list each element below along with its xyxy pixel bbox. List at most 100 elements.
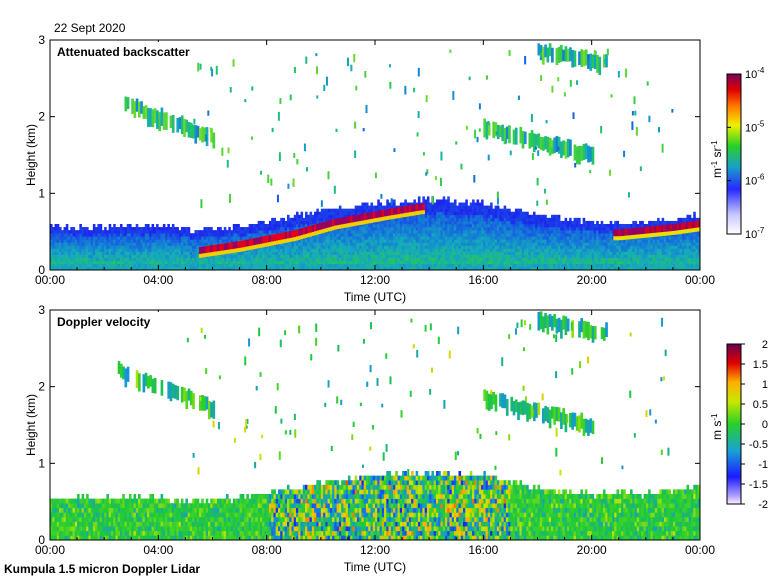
backscatter-cell — [280, 224, 283, 228]
backscatter-cell — [300, 220, 304, 225]
backscatter-cell — [390, 236, 394, 240]
backscatter-cell — [316, 233, 319, 237]
backscatter-cell — [616, 263, 620, 268]
backscatter-cell — [156, 248, 159, 252]
backscatter-cell — [142, 263, 146, 268]
backscatter-cell — [602, 257, 606, 262]
backscatter-cell — [99, 248, 103, 252]
backscatter-cell — [273, 260, 276, 265]
backscatter-cell — [456, 251, 459, 255]
backscatter-cell — [160, 242, 164, 246]
backscatter-cell — [661, 263, 665, 268]
backscatter-cell — [424, 236, 428, 240]
backscatter-cell — [162, 251, 166, 255]
backscatter-cell — [447, 236, 450, 240]
backscatter-cell — [573, 220, 577, 225]
backscatter-cell — [117, 227, 121, 231]
backscatter-cell — [526, 236, 529, 240]
backscatter-cell — [379, 266, 383, 270]
backscatter-cell — [336, 230, 340, 234]
backscatter-cell — [566, 254, 570, 259]
backscatter-cell — [553, 254, 556, 259]
backscatter-cell — [600, 263, 604, 268]
backscatter-cell — [697, 254, 700, 259]
backscatter-cell — [643, 236, 647, 240]
backscatter-cell — [650, 220, 653, 225]
backscatter-cell — [390, 248, 394, 252]
backscatter-cell — [607, 251, 611, 255]
backscatter-cell — [320, 248, 324, 252]
backscatter-cell — [440, 266, 444, 270]
backscatter-cell — [510, 242, 513, 246]
backscatter-cell — [476, 266, 480, 270]
backscatter-cell — [273, 217, 276, 222]
backscatter-cell — [672, 245, 676, 249]
backscatter-cell — [296, 257, 299, 262]
backscatter-cell — [210, 254, 213, 259]
backscatter-cell — [52, 227, 55, 231]
backscatter-cell — [99, 263, 103, 268]
backscatter-cell — [670, 254, 674, 259]
backscatter-cell — [153, 257, 157, 262]
backscatter-cell — [523, 266, 527, 270]
backscatter-cell — [639, 266, 642, 270]
backscatter-cell — [600, 230, 604, 234]
backscatter-cell — [602, 224, 606, 228]
backscatter-cell — [354, 251, 358, 255]
backscatter-cell — [406, 220, 410, 225]
backscatter-cell — [370, 251, 374, 255]
backscatter-cell — [185, 230, 188, 234]
backscatter-cell — [657, 242, 660, 246]
backscatter-cell — [460, 251, 464, 255]
backscatter-cell — [433, 242, 437, 246]
backscatter-cell — [341, 260, 344, 265]
backscatter-cell — [280, 254, 283, 259]
backscatter-cell — [325, 257, 328, 262]
backscatter-cell — [417, 263, 421, 268]
backscatter-cell — [244, 260, 247, 265]
backscatter-cell — [449, 205, 453, 209]
backscatter-cell — [415, 220, 419, 225]
backscatter-cell — [325, 248, 328, 252]
backscatter-cell — [370, 254, 374, 259]
backscatter-cell — [52, 233, 55, 237]
backscatter-cell — [235, 233, 238, 237]
backscatter-cell — [375, 242, 378, 246]
backscatter-cell — [65, 254, 69, 259]
backscatter-cell — [621, 251, 624, 255]
backscatter-cell — [115, 236, 119, 240]
backscatter-cell — [228, 230, 231, 234]
backscatter-cell — [444, 236, 448, 240]
backscatter-cell — [350, 260, 353, 265]
backscatter-cell — [171, 242, 175, 246]
backscatter-cell — [117, 239, 121, 243]
backscatter-cell — [499, 208, 502, 213]
backscatter-cell — [514, 220, 518, 225]
backscatter-cell — [424, 199, 428, 203]
backscatter-cell — [501, 266, 504, 270]
backscatter-cell — [65, 257, 69, 262]
backscatter-cell — [393, 254, 396, 259]
backscatter-cell — [523, 217, 527, 222]
backscatter-cell — [528, 230, 532, 234]
backscatter-cell — [650, 263, 653, 268]
backscatter-cell — [424, 230, 428, 234]
backscatter-cell — [424, 202, 428, 206]
backscatter-cell — [205, 230, 209, 234]
backscatter-cell — [433, 224, 437, 228]
backscatter-cell — [341, 254, 344, 259]
backscatter-cell — [253, 260, 256, 265]
backscatter-cell — [460, 233, 464, 237]
backscatter-cell — [476, 242, 480, 246]
backscatter-cell — [307, 263, 310, 268]
backscatter-cell — [463, 254, 466, 259]
backscatter-cell — [250, 233, 254, 237]
backscatter-cell — [505, 248, 509, 252]
backscatter-cell — [393, 257, 396, 262]
backscatter-cell — [521, 220, 525, 225]
backscatter-cell — [611, 245, 615, 249]
backscatter-cell — [122, 251, 125, 255]
backscatter-cell — [530, 220, 534, 225]
backscatter-cell — [508, 208, 511, 213]
backscatter-cell — [327, 233, 331, 237]
